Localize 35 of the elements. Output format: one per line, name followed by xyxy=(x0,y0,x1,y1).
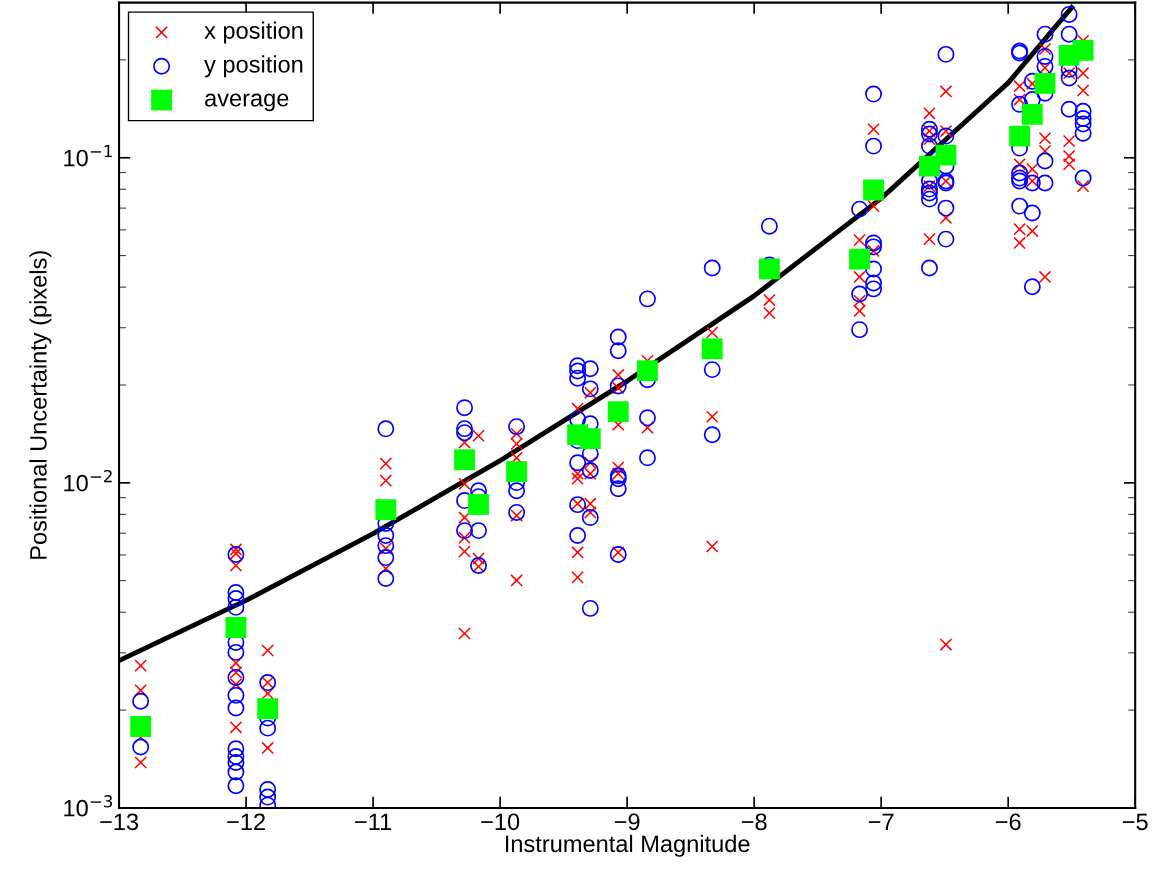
point xyxy=(849,248,870,270)
point xyxy=(637,360,658,382)
x-axis-title: Instrumental Magnitude xyxy=(505,834,750,857)
y-tick-label: 10$^{−1}$ xyxy=(64,145,112,167)
legend-label: average xyxy=(205,93,289,112)
legend-label: x position xyxy=(204,21,303,44)
x-tick-label: −7 xyxy=(868,813,894,830)
point xyxy=(579,428,601,450)
legend-label: y position xyxy=(204,55,303,78)
point xyxy=(468,494,489,515)
point xyxy=(1034,72,1056,94)
point xyxy=(863,179,884,201)
x-tick-label: −10 xyxy=(481,813,520,831)
y-axis-title: Positional Uncertainty (pixels) xyxy=(29,251,52,559)
point xyxy=(1072,39,1094,61)
point xyxy=(454,449,475,471)
x-tick-label: −12 xyxy=(227,813,265,830)
point xyxy=(257,698,279,720)
point xyxy=(758,258,780,280)
point xyxy=(919,155,940,177)
y-tick-label: 10$^{−2}$ xyxy=(64,469,112,492)
x-tick-label: −6 xyxy=(995,813,1021,831)
x-tick-label: −9 xyxy=(614,813,640,831)
x-tick-label: −11 xyxy=(355,813,392,830)
point xyxy=(225,617,247,638)
point xyxy=(935,144,957,166)
point xyxy=(130,716,152,737)
point xyxy=(607,401,629,423)
point xyxy=(506,461,528,483)
point xyxy=(1009,125,1031,147)
point xyxy=(1021,103,1043,125)
point xyxy=(701,338,723,360)
point xyxy=(375,499,397,521)
x-tick-label: −5 xyxy=(1122,813,1148,831)
x-tick-label: −8 xyxy=(741,813,767,831)
